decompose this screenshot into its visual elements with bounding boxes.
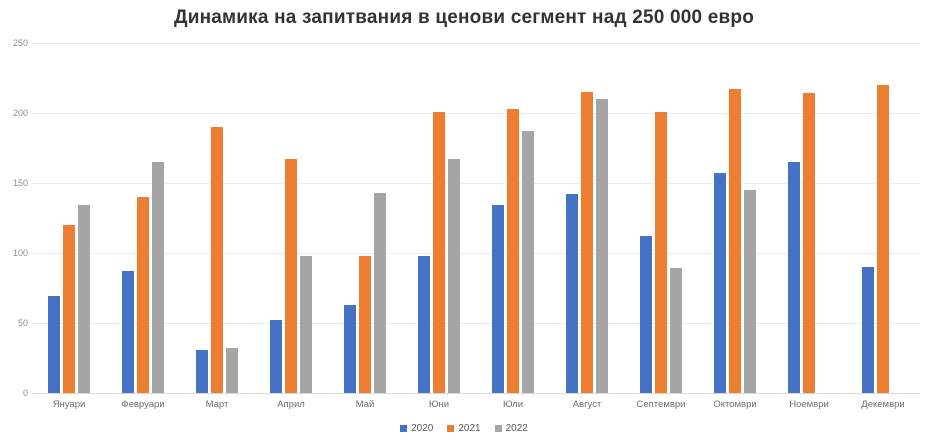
bar-2022-Август — [596, 99, 608, 393]
y-axis-tick-50: 50 — [17, 318, 28, 328]
bar-2022-Март — [226, 348, 238, 393]
legend-swatch-2022 — [494, 425, 502, 432]
legend-item-2022: 2022 — [494, 423, 528, 434]
bar-2021-Юни — [433, 111, 445, 393]
bar-2020-Август — [566, 194, 578, 393]
bar-group-11 — [772, 43, 846, 393]
legend-swatch-2020 — [400, 425, 408, 432]
x-axis-label-11: Ноември — [789, 399, 829, 410]
bar-2022-Октомври — [744, 190, 756, 393]
bar-2020-Декември — [862, 267, 874, 393]
bar-2021-Август — [581, 92, 593, 393]
bar-group-3 — [180, 43, 254, 393]
bar-2021-Юли — [507, 108, 519, 393]
y-axis-tick-0: 0 — [22, 388, 28, 398]
gridline-150 — [32, 183, 920, 184]
bar-2020-Март — [196, 349, 208, 393]
bar-2020-Април — [270, 320, 282, 393]
x-axis-label-10: Октомври — [713, 399, 757, 410]
x-axis-label-1: Януари — [52, 399, 86, 410]
bar-2021-Май — [359, 255, 371, 393]
chart-title: Динамика на запитвания в ценови сегмент … — [173, 7, 755, 28]
bar-2020-Февруари — [122, 271, 134, 393]
bar-group-6 — [402, 43, 476, 393]
bar-group-9 — [624, 43, 698, 393]
bar-group-7 — [476, 43, 550, 393]
legend-item-2021: 2021 — [447, 423, 481, 434]
bar-2020-Ноември — [788, 162, 800, 393]
y-axis-tick-200: 200 — [12, 108, 28, 118]
x-axis-label-4: Април — [277, 399, 305, 410]
bar-group-5 — [328, 43, 402, 393]
bar-2020-Юли — [492, 205, 504, 393]
bar-group-1 — [32, 43, 106, 393]
bar-2021-Април — [285, 159, 297, 393]
x-axis-label-6: Юни — [428, 399, 450, 410]
bar-group-2 — [106, 43, 180, 393]
x-axis-label-8: Август — [572, 399, 602, 410]
bar-2022-Май — [374, 192, 386, 393]
legend-label-2020: 2020 — [411, 423, 434, 434]
legend-swatch-2021 — [447, 425, 455, 432]
legend-label-2021: 2021 — [458, 423, 481, 434]
x-axis-label-2: Февруари — [121, 399, 165, 410]
bar-2021-Февруари — [137, 197, 149, 393]
bar-group-12 — [846, 43, 920, 393]
x-axis-label-3: Март — [205, 399, 229, 410]
bar-2022-Април — [300, 255, 312, 393]
bar-group-8 — [550, 43, 624, 393]
x-axis-label-12: Декември — [861, 399, 905, 410]
plot-area — [32, 43, 920, 394]
bar-2021-Ноември — [803, 93, 815, 393]
x-axis-label-5: Май — [355, 399, 375, 410]
bar-group-10 — [698, 43, 772, 393]
gridline-100 — [32, 253, 920, 254]
bar-2020-Януари — [48, 296, 60, 393]
bar-2021-Януари — [63, 225, 75, 393]
y-axis-tick-250: 250 — [12, 38, 28, 48]
legend-item-2020: 2020 — [400, 423, 433, 434]
gridline-50 — [32, 323, 920, 324]
bar-2020-Септември — [640, 236, 652, 393]
y-axis-tick-150: 150 — [12, 178, 28, 188]
bar-2020-Октомври — [714, 173, 726, 393]
y-axis-tick-100: 100 — [12, 248, 28, 258]
bar-2022-Юли — [522, 131, 534, 393]
bar-2020-Май — [344, 304, 356, 393]
x-axis-label-7: Юли — [502, 399, 524, 410]
bar-2021-Март — [211, 127, 223, 393]
gridline-250 — [32, 43, 920, 44]
bar-2022-Февруари — [152, 162, 164, 393]
legend: 2020 2021 2022 — [0, 423, 928, 434]
bar-2022-Юни — [448, 159, 460, 393]
gridline-200 — [32, 113, 920, 114]
bar-2021-Октомври — [729, 89, 741, 393]
x-axis-labels: Януари Февруари Март Април Май Юни Юли Август Се… — [32, 399, 920, 410]
bar-2021-Септември — [655, 111, 667, 393]
bar-2022-Септември — [670, 268, 682, 393]
bar-2020-Юни — [418, 255, 430, 393]
bar-2021-Декември — [877, 85, 889, 393]
bar-group-4 — [254, 43, 328, 393]
x-axis-label-9: Септември — [636, 399, 686, 410]
legend-label-2022: 2022 — [505, 423, 528, 434]
bar-2022-Януари — [78, 205, 90, 393]
